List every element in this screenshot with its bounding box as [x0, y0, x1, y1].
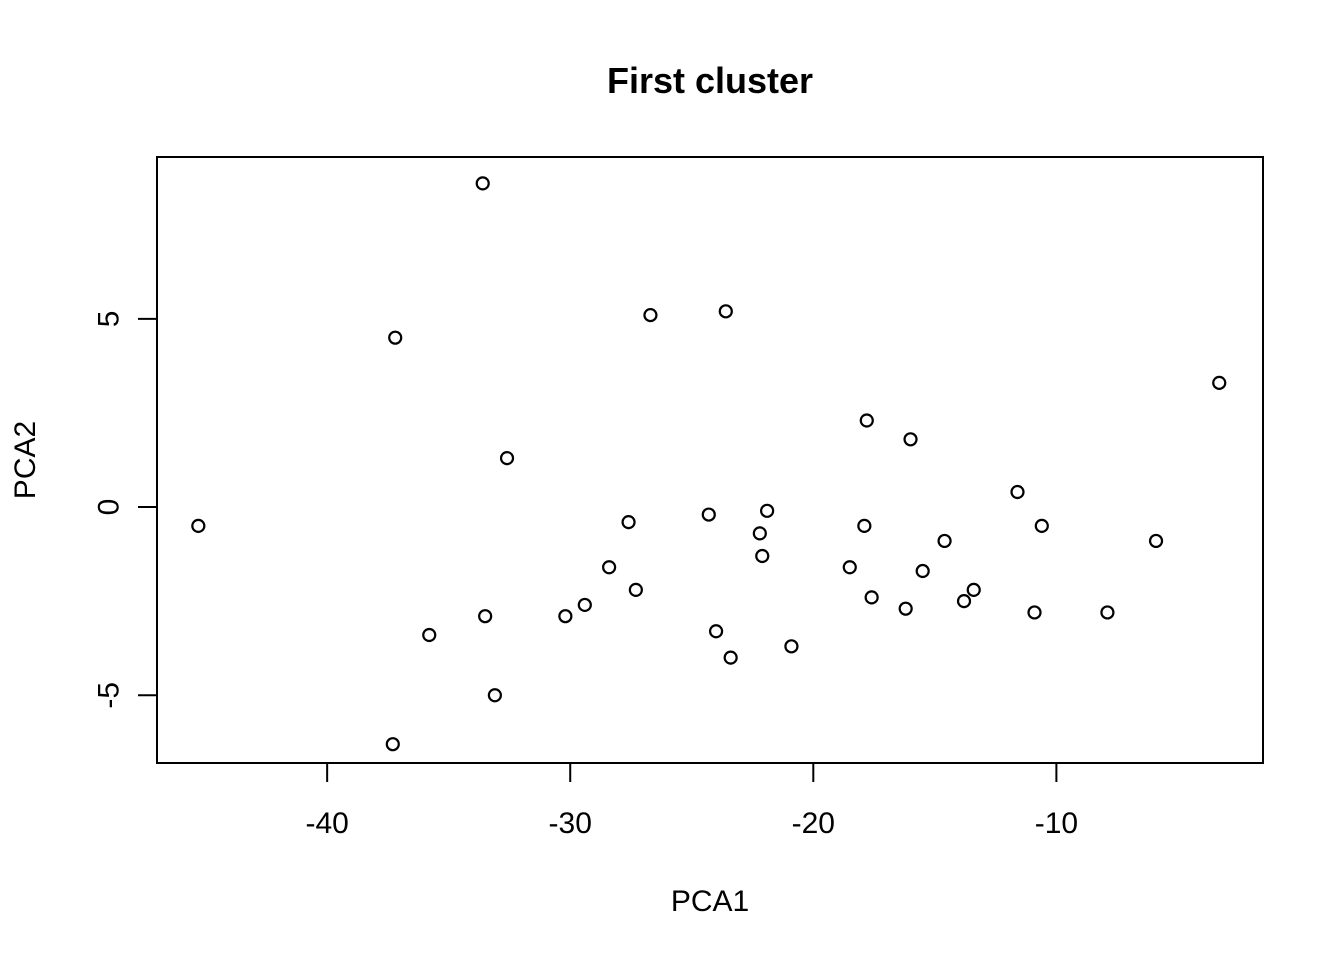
scatter-point: [621, 515, 636, 530]
scatter-point: [558, 609, 573, 624]
scatter-point: [956, 594, 972, 609]
scatter-point: [864, 590, 879, 605]
x-tick-label: -40: [305, 807, 348, 840]
x-axis-label: PCA1: [671, 885, 749, 918]
scatter-point: [966, 582, 981, 597]
y-tick-label: 5: [93, 311, 126, 328]
scatter-point: [478, 609, 493, 624]
scatter-point: [898, 601, 913, 616]
scatter-point: [708, 624, 724, 639]
scatter-point: [577, 597, 592, 613]
x-tick-label: -30: [549, 807, 592, 840]
scatter-point: [643, 307, 658, 323]
scatter-point: [602, 560, 617, 575]
scatter-point: [422, 627, 437, 643]
scatter-point: [842, 560, 857, 575]
scatter-point: [487, 688, 502, 703]
scatter-point: [1148, 533, 1164, 549]
y-axis-label: PCA2: [9, 421, 42, 499]
scatter-point: [499, 451, 515, 466]
y-tick-label: -5: [93, 682, 126, 709]
y-tick-label: 0: [93, 499, 126, 516]
scatter-point: [1212, 375, 1227, 390]
x-axis: -40 -30 -20 -10: [305, 762, 1078, 840]
scatter-point: [1010, 484, 1025, 500]
scatter-point: [475, 176, 490, 191]
scatter-point: [903, 432, 918, 447]
scatter-point: [628, 582, 643, 597]
scatter-point: [760, 503, 775, 518]
plot-area-frame: [156, 156, 1264, 764]
x-tick-label: -10: [1035, 807, 1078, 840]
chart-title: First cluster: [607, 60, 813, 101]
y-axis: -5 0 5: [93, 311, 158, 709]
scatter-point: [1100, 605, 1115, 620]
scatter-point: [385, 737, 400, 752]
scatter-point: [1034, 518, 1049, 533]
scatter-point: [915, 563, 930, 579]
scatter-point: [859, 413, 874, 428]
data-points: [191, 176, 1227, 752]
scatter-point: [191, 518, 206, 533]
scatter-point: [784, 639, 799, 654]
scatter-point: [752, 526, 767, 541]
scatter-point: [937, 533, 952, 549]
scatter-point: [723, 650, 738, 665]
scatter-point: [718, 304, 733, 319]
x-tick-label: -20: [792, 807, 835, 840]
scatter-point: [857, 518, 872, 533]
scatter-point: [755, 548, 770, 564]
scatter-point: [1027, 605, 1042, 620]
scatter-point: [388, 330, 403, 345]
scatter-point: [701, 507, 716, 522]
